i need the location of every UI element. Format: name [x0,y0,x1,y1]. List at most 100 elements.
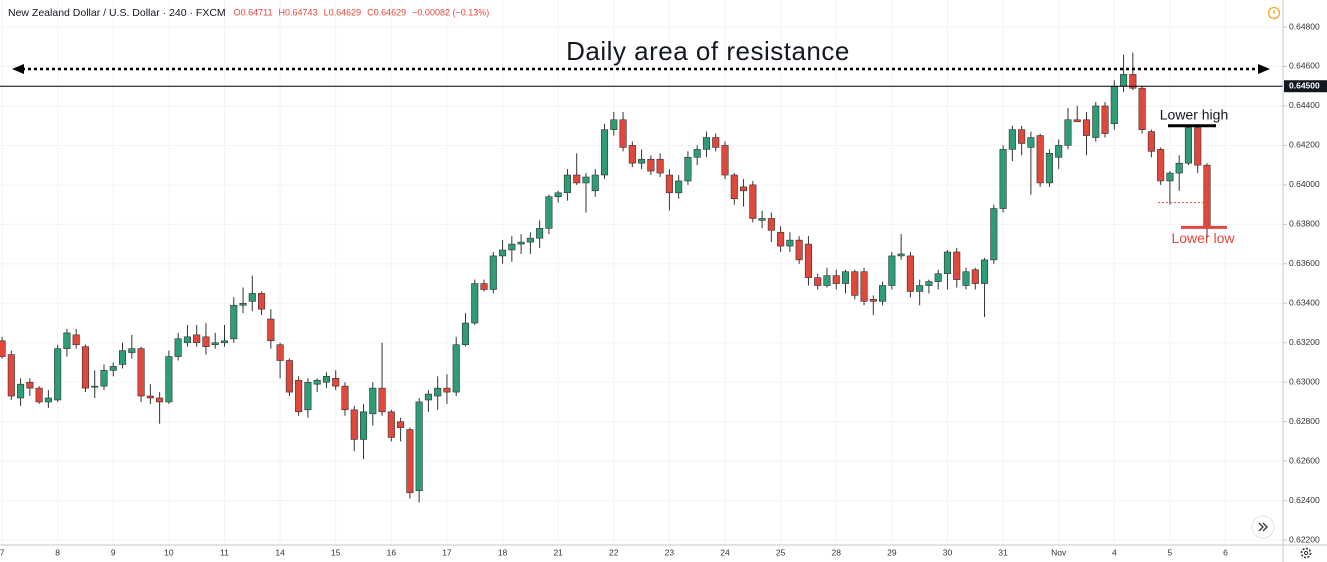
x-tick-label: 14 [275,547,285,557]
x-tick-label: 15 [331,547,341,557]
candle-body [489,255,497,290]
y-tick-label: 0.62200 [1289,534,1320,544]
candle-body [675,180,683,194]
candle-body [1129,74,1137,89]
x-tick-label: 31 [998,547,1008,557]
candle-body [0,340,6,357]
y-tick-label: 0.64200 [1289,140,1320,150]
candle-body [934,273,942,282]
candle-body [1203,164,1211,227]
candle-body [267,318,275,342]
candle-body [44,397,52,403]
scroll-button[interactable] [1251,515,1275,539]
x-tick-label: 8 [55,547,60,557]
candle-body [1045,153,1053,184]
x-tick-label: 6 [1223,547,1228,557]
candle-body [406,429,414,494]
y-tick-label: 0.62400 [1289,495,1320,505]
y-tick-label: 0.64800 [1289,21,1320,31]
candle-body [795,239,803,261]
candle-body [582,176,590,184]
candle-body [1147,131,1155,152]
candle-body [600,129,609,176]
candle-body [767,218,775,231]
candle-body [536,228,544,239]
x-tick-label: 25 [776,547,786,557]
candle-body [804,243,812,278]
x-tick-label: 10 [164,547,174,557]
y-tick-label: 0.64400 [1289,100,1320,110]
candle-body [174,338,182,357]
candle-body [285,360,293,393]
candle-body [211,342,219,346]
candle-body [758,218,766,221]
x-tick-label: 22 [609,547,619,557]
candle-body [1101,105,1109,134]
candle-body [832,275,840,284]
ohlc-label: O0.64711 [234,7,273,17]
x-tick-label: 9 [111,547,116,557]
candle-body [54,348,62,401]
price-label-bg [1284,80,1327,93]
candle-body [1092,105,1100,138]
candle-body [313,379,321,385]
candle-body [777,231,785,247]
y-tick-label: 0.62600 [1289,455,1320,465]
candle-body [740,186,748,192]
candle-body [26,381,34,389]
candle-body [415,401,423,492]
candle-body [943,251,952,274]
y-tick-label: 0.63600 [1289,258,1320,268]
settings-button[interactable] [1300,547,1312,559]
candle-body [823,275,831,286]
candle-body [1055,145,1063,158]
x-tick-label: 30 [943,547,953,557]
candle-body [1194,127,1202,166]
candle-body [100,370,108,387]
candle-body [684,156,692,182]
chart-header: New Zealand Dollar / U.S. Dollar · 240 ·… [8,7,226,19]
x-tick-label: Nov [1051,547,1067,557]
candle-body [63,332,71,349]
candle-body [1175,162,1183,174]
candle-body [860,271,868,302]
candle-body [378,387,386,413]
x-tick-label: 23 [665,547,675,557]
candle-body [7,354,15,397]
candle-body [888,255,896,286]
ohlc-label: L0.64629 [324,7,362,17]
candle-body [721,145,729,176]
x-tick-label: 21 [553,547,563,557]
candle-body [1166,172,1174,182]
candle-body [610,119,618,130]
candle-body [230,304,238,340]
candle-body [35,387,43,403]
candle-body [452,344,460,393]
lower-high-label: Lower high [1160,106,1229,122]
info-icon[interactable] [1267,6,1281,20]
candle-body [471,283,479,324]
candles [0,52,1211,503]
candle-body [109,366,117,371]
candle-body [962,271,970,286]
x-tick-label: 7 [0,547,5,557]
x-tick-label: 24 [720,547,730,557]
candle-body [17,383,25,399]
y-tick-label: 0.64000 [1289,179,1320,189]
gear-icon[interactable] [1300,547,1312,559]
gear-hub [1303,550,1309,556]
y-tick-label: 0.62800 [1289,416,1320,426]
candle-body [81,346,90,389]
y-tick-label: 0.63000 [1289,376,1320,386]
candle-body [990,208,998,261]
candle-body [91,385,99,388]
candle-body [1157,149,1165,182]
candle-body [730,174,738,200]
candle-body [638,158,646,164]
ohlc-label: −0.00082 (−0.13%) [412,7,489,17]
ohlc-label: C0.64629 [367,7,406,17]
candle-body [350,409,358,440]
candle-body [332,377,340,387]
candle-body [341,385,349,411]
